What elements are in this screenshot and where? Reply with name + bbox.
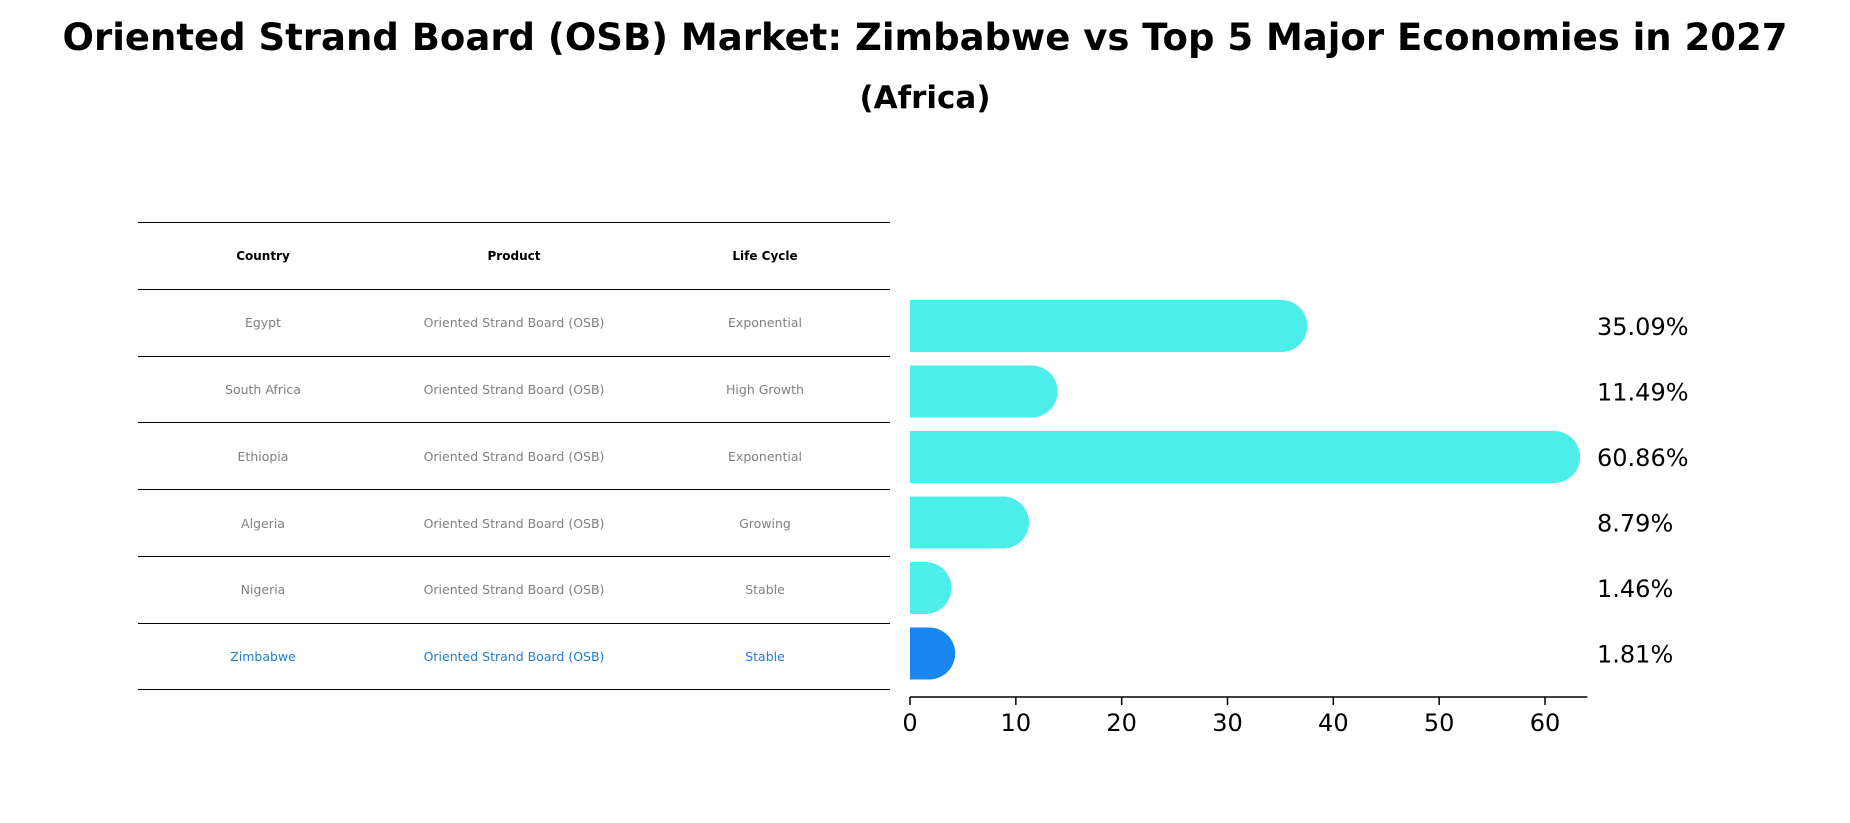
header-product: Product bbox=[487, 248, 541, 263]
x-tick-label: 30 bbox=[1212, 709, 1243, 737]
value-label: 1.46% bbox=[1597, 575, 1673, 603]
chart-subtitle: (Africa) bbox=[859, 80, 991, 116]
country-cell: Nigeria bbox=[240, 582, 286, 598]
x-tick-label: 60 bbox=[1530, 709, 1561, 737]
table-row: Algeria Oriented Strand Board (OSB) Grow… bbox=[138, 489, 890, 556]
chart-title: Oriented Strand Board (OSB) Market: Zimb… bbox=[62, 16, 1788, 59]
life-cycle-cell: Stable bbox=[745, 648, 785, 664]
x-tick-label: 20 bbox=[1106, 709, 1137, 737]
product-cell: Oriented Strand Board (OSB) bbox=[423, 515, 605, 531]
table-row: South Africa Oriented Strand Board (OSB)… bbox=[138, 355, 890, 423]
bar-ethiopia bbox=[910, 431, 1581, 483]
value-label: 35.09% bbox=[1597, 313, 1689, 341]
life-cycle-cell: High Growth bbox=[726, 381, 804, 397]
bar-algeria bbox=[910, 496, 1030, 549]
product-cell: Oriented Strand Board (OSB) bbox=[423, 315, 605, 331]
x-tick-label: 50 bbox=[1424, 709, 1455, 737]
x-tick-label: 10 bbox=[1001, 709, 1032, 737]
table-row-highlight: Zimbabwe Oriented Strand Board (OSB) Sta… bbox=[138, 622, 890, 690]
life-cycle-cell: Stable bbox=[745, 582, 785, 598]
country-cell: South Africa bbox=[225, 381, 301, 397]
country-cell: Egypt bbox=[244, 315, 282, 331]
product-cell: Oriented Strand Board (OSB) bbox=[423, 448, 605, 464]
table-header-row: Country Product Life Cycle bbox=[138, 222, 890, 289]
country-cell: Ethiopia bbox=[237, 448, 289, 464]
life-cycle-cell: Exponential bbox=[728, 315, 802, 331]
bar-zimbabwe bbox=[910, 627, 956, 680]
bar-south-africa bbox=[910, 365, 1058, 418]
product-cell: Oriented Strand Board (OSB) bbox=[423, 381, 605, 397]
header-country: Country bbox=[236, 248, 290, 263]
value-label: 8.79% bbox=[1597, 510, 1673, 538]
country-cell: Algeria bbox=[241, 515, 285, 531]
data-table: Country Product Life Cycle Egypt Oriente… bbox=[138, 222, 890, 690]
life-cycle-cell: Growing bbox=[739, 515, 791, 531]
value-label: 60.86% bbox=[1597, 444, 1689, 472]
bar-egypt bbox=[910, 300, 1308, 352]
table-row: Egypt Oriented Strand Board (OSB) Expone… bbox=[138, 288, 890, 356]
life-cycle-cell: Exponential bbox=[728, 448, 802, 464]
product-cell: Oriented Strand Board (OSB) bbox=[423, 648, 605, 664]
x-tick-label: 0 bbox=[902, 709, 917, 737]
value-label: 1.81% bbox=[1597, 641, 1673, 669]
table-row: Ethiopia Oriented Strand Board (OSB) Exp… bbox=[138, 422, 890, 489]
x-tick-label: 40 bbox=[1318, 709, 1349, 737]
value-label: 11.49% bbox=[1597, 379, 1689, 407]
table-row: Nigeria Oriented Strand Board (OSB) Stab… bbox=[138, 555, 890, 623]
header-life-cycle: Life Cycle bbox=[732, 248, 798, 263]
product-cell: Oriented Strand Board (OSB) bbox=[423, 582, 605, 598]
bar-nigeria bbox=[910, 562, 952, 614]
country-cell: Zimbabwe bbox=[230, 648, 296, 664]
